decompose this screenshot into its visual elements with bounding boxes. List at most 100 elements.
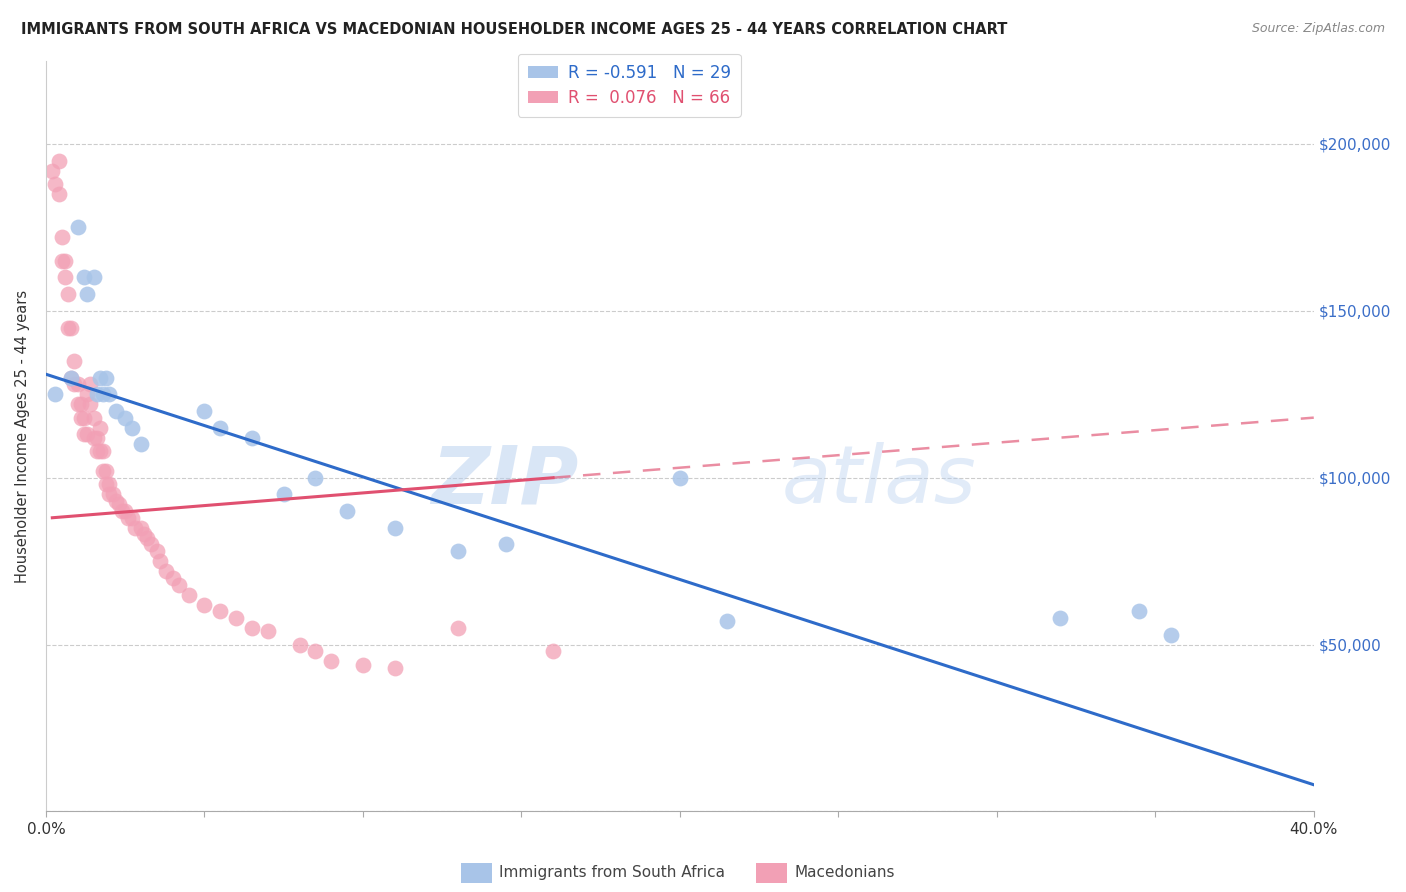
Point [669,471,692,485]
Point [352,657,374,672]
Point [1049,611,1071,625]
Point [256,624,278,639]
Point [716,614,738,628]
Point [193,598,215,612]
Point [60,370,83,384]
Point [76,287,98,301]
Point [91,387,114,401]
Point [384,661,406,675]
Point [129,437,152,451]
Point [51,253,73,268]
Point [53,270,76,285]
Point [304,644,326,658]
Point [177,587,200,601]
Point [117,510,139,524]
Point [48,187,70,202]
Point [41,163,63,178]
Point [69,410,91,425]
Point [167,577,190,591]
Point [447,544,470,558]
Point [56,287,79,301]
Point [209,604,232,618]
Point [86,387,108,401]
Point [149,554,172,568]
Point [63,377,86,392]
Point [1160,627,1182,641]
Point [96,370,118,384]
Point [96,477,118,491]
Point [83,270,105,285]
Point [89,420,111,434]
Point [108,497,131,511]
Point [336,504,359,518]
Point [79,377,101,392]
Point [53,253,76,268]
Point [124,521,146,535]
Point [104,404,127,418]
Point [384,521,406,535]
Point [98,487,121,501]
Point [73,427,96,442]
Point [73,270,96,285]
Point [121,510,143,524]
Point [66,377,89,392]
Point [136,531,159,545]
Point [83,410,105,425]
Point [91,464,114,478]
Point [44,177,66,191]
Point [134,527,156,541]
Point [44,387,66,401]
Point [111,504,134,518]
Point [273,487,295,501]
Point [114,504,136,518]
Point [73,410,96,425]
Point [321,654,343,668]
Point [240,431,263,445]
Point [129,521,152,535]
Point [155,564,177,578]
Point [51,230,73,244]
Text: Source: ZipAtlas.com: Source: ZipAtlas.com [1251,22,1385,36]
Point [146,544,169,558]
Point [288,638,311,652]
Point [139,537,162,551]
Point [89,370,111,384]
Point [63,354,86,368]
Point [76,387,98,401]
Point [79,397,101,411]
Text: ZIP: ZIP [432,442,578,520]
Point [60,320,83,334]
Text: Macedonians: Macedonians [794,865,894,880]
Point [1128,604,1150,618]
Point [162,571,184,585]
Point [98,477,121,491]
Point [96,464,118,478]
Point [86,444,108,458]
Text: Immigrants from South Africa: Immigrants from South Africa [499,865,725,880]
Point [495,537,517,551]
Point [209,420,232,434]
Point [89,444,111,458]
Point [91,444,114,458]
Point [121,420,143,434]
Point [86,431,108,445]
Point [48,153,70,168]
Y-axis label: Householder Income Ages 25 - 44 years: Householder Income Ages 25 - 44 years [15,289,30,582]
Point [101,487,124,501]
Point [104,494,127,508]
Point [193,404,215,418]
Point [69,397,91,411]
Point [240,621,263,635]
Point [98,387,121,401]
Point [447,621,470,635]
Point [66,397,89,411]
Point [225,611,247,625]
Point [114,410,136,425]
Point [541,644,564,658]
Text: atlas: atlas [782,442,976,520]
Text: IMMIGRANTS FROM SOUTH AFRICA VS MACEDONIAN HOUSEHOLDER INCOME AGES 25 - 44 YEARS: IMMIGRANTS FROM SOUTH AFRICA VS MACEDONI… [21,22,1008,37]
Point [76,427,98,442]
Legend: R = -0.591   N = 29, R =  0.076   N = 66: R = -0.591 N = 29, R = 0.076 N = 66 [517,54,741,117]
Point [304,471,326,485]
Point [60,370,83,384]
